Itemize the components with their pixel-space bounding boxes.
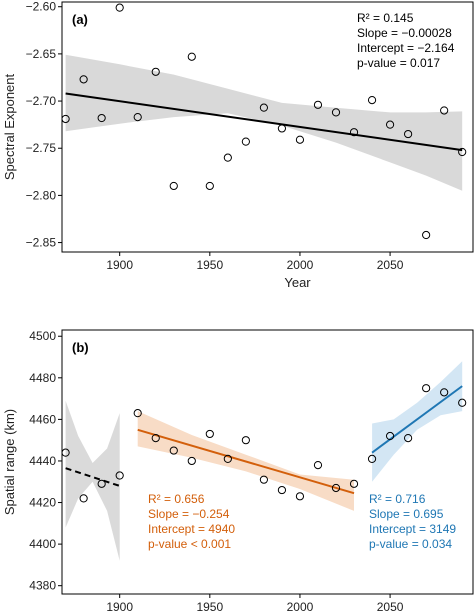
y-tick-label: −2.85 bbox=[26, 236, 57, 250]
stats-line: Slope = −0.00028 bbox=[357, 26, 452, 40]
x-tick-label: 2000 bbox=[287, 600, 314, 612]
y-axis-label: Spectral Exponent bbox=[2, 73, 17, 180]
stats-line: R² = 0.656 bbox=[148, 492, 205, 506]
x-tick-label: 1950 bbox=[196, 258, 223, 272]
data-point bbox=[169, 446, 178, 455]
data-point bbox=[259, 103, 268, 112]
data-point bbox=[205, 181, 214, 191]
y-tick-label: 4420 bbox=[29, 496, 56, 510]
data-point bbox=[422, 230, 431, 240]
chart-panel-a: 1900 1950 2000 2050 −2.60 −2.65 −2.70 −2.75 −2.8… bbox=[2, 0, 474, 290]
data-point bbox=[169, 181, 178, 191]
x-axis-label: Year bbox=[284, 275, 311, 290]
data-point bbox=[223, 454, 232, 463]
data-point bbox=[349, 128, 359, 137]
chart-panel-b: 1900 1950 2000 2050 4380 4400 4420 4440 4460 4480… bbox=[2, 329, 474, 612]
data-point bbox=[133, 112, 142, 122]
stats-line: Intercept = −2.164 bbox=[357, 41, 455, 55]
data-point bbox=[440, 388, 449, 397]
data-point bbox=[313, 100, 323, 109]
data-point bbox=[367, 96, 377, 105]
panel-label: (a) bbox=[72, 12, 88, 27]
y-tick-label: −2.60 bbox=[26, 0, 57, 14]
data-point bbox=[97, 479, 106, 488]
data-point bbox=[241, 137, 250, 146]
data-point bbox=[277, 124, 287, 133]
data-point bbox=[151, 67, 160, 76]
data-point bbox=[133, 409, 142, 418]
confidence-band bbox=[372, 361, 463, 482]
data-point bbox=[223, 153, 232, 162]
data-point bbox=[187, 52, 196, 61]
y-tick-label: −2.80 bbox=[26, 188, 57, 202]
x-tick-label: 2050 bbox=[377, 258, 404, 272]
stats-line: Intercept = 4940 bbox=[148, 522, 235, 536]
y-axis-label: Spatial range (km) bbox=[2, 409, 17, 515]
data-point bbox=[115, 3, 124, 12]
data-point bbox=[79, 494, 88, 503]
x-tick-label: 1950 bbox=[196, 600, 223, 612]
data-point bbox=[331, 108, 341, 117]
data-point bbox=[404, 433, 413, 443]
x-tick-label: 1900 bbox=[106, 258, 133, 272]
panel-label: (b) bbox=[72, 340, 89, 355]
data-point bbox=[295, 492, 305, 501]
y-tick-label: 4480 bbox=[29, 371, 56, 385]
stats-line: p-value = 0.034 bbox=[369, 537, 452, 551]
data-point bbox=[458, 147, 467, 157]
stats-line: Intercept = 3149 bbox=[369, 522, 456, 536]
data-point bbox=[97, 113, 106, 123]
y-tick-label: 4400 bbox=[29, 537, 56, 551]
stats-line: Slope = 0.695 bbox=[369, 507, 444, 521]
plot-frame bbox=[61, 329, 474, 595]
data-point bbox=[259, 475, 268, 484]
data-point bbox=[205, 429, 214, 439]
data-point bbox=[331, 483, 341, 493]
y-tick-label: 4380 bbox=[29, 579, 56, 593]
stats-line: R² = 0.145 bbox=[357, 11, 414, 25]
data-point bbox=[440, 106, 449, 115]
x-tick-label: 2000 bbox=[287, 258, 314, 272]
x-tick-label: 2050 bbox=[377, 600, 404, 612]
y-tick-label: −2.75 bbox=[26, 141, 57, 155]
data-point bbox=[385, 120, 395, 129]
data-point bbox=[277, 485, 287, 495]
data-point bbox=[187, 456, 196, 466]
data-point bbox=[385, 431, 395, 441]
regression-line bbox=[65, 92, 463, 152]
y-tick-label: 4440 bbox=[29, 454, 56, 468]
y-tick-label: 4500 bbox=[29, 329, 56, 343]
data-point bbox=[79, 75, 88, 84]
y-tick-label: −2.70 bbox=[26, 94, 57, 108]
y-tick-label: −2.65 bbox=[26, 47, 57, 61]
data-point bbox=[241, 436, 250, 445]
stats-line: p-value < 0.001 bbox=[148, 537, 231, 551]
confidence-band bbox=[65, 400, 120, 561]
data-point bbox=[313, 461, 323, 470]
regression-line bbox=[137, 428, 355, 495]
data-point bbox=[367, 454, 377, 463]
data-point bbox=[349, 479, 359, 488]
stats-line: p-value = 0.017 bbox=[357, 56, 440, 70]
confidence-band bbox=[65, 54, 463, 191]
data-point bbox=[404, 129, 413, 139]
plot-frame bbox=[61, 1, 474, 253]
x-tick-label: 1900 bbox=[106, 600, 133, 612]
data-point bbox=[151, 433, 160, 443]
y-tick-label: 4460 bbox=[29, 412, 56, 426]
stats-line: Slope = −0.254 bbox=[148, 507, 230, 521]
data-point bbox=[295, 135, 305, 144]
data-point bbox=[115, 471, 124, 480]
data-point bbox=[458, 398, 467, 407]
stats-line: R² = 0.716 bbox=[369, 492, 426, 506]
regression-line bbox=[371, 385, 463, 454]
data-point bbox=[422, 384, 431, 393]
